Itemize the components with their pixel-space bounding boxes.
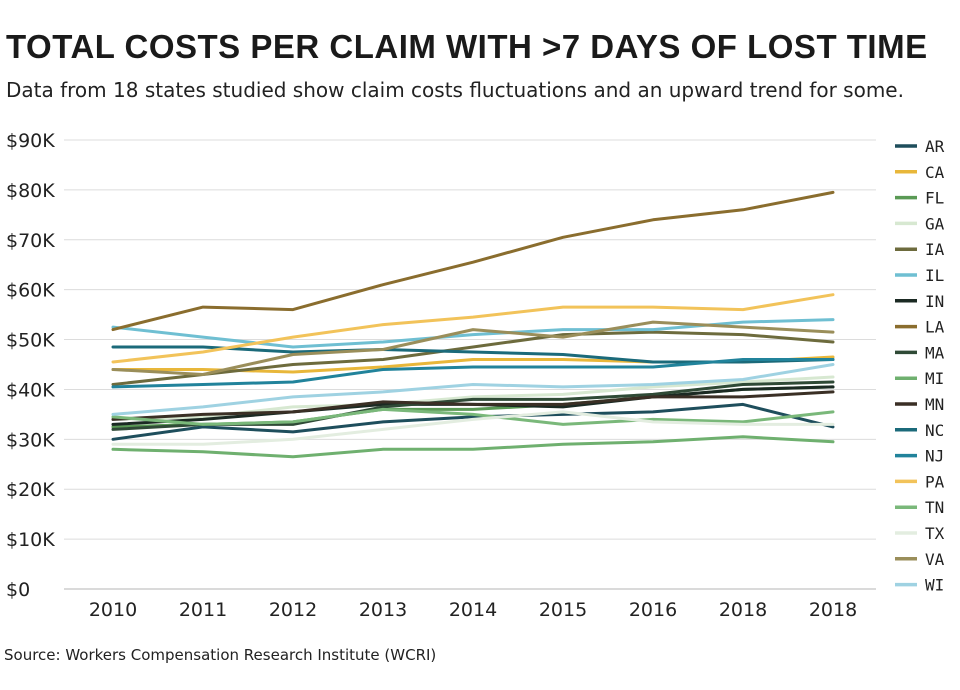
legend-item-wi: WI bbox=[895, 576, 944, 595]
grid-lines bbox=[64, 139, 876, 590]
x-tick-label: 2015 bbox=[539, 599, 587, 621]
series-line-mi bbox=[111, 435, 835, 459]
series-line-mn bbox=[111, 390, 835, 421]
legend-item-mn: MN bbox=[895, 395, 944, 414]
y-tick-label: $90K bbox=[6, 130, 55, 152]
legend-label: IA bbox=[925, 240, 945, 259]
series-line-ar bbox=[111, 402, 835, 441]
series-line-wi bbox=[111, 363, 835, 416]
series-line-la bbox=[111, 190, 835, 332]
x-tick-label: 2013 bbox=[359, 599, 407, 621]
y-tick-label: $50K bbox=[6, 330, 55, 352]
legend-item-mi: MI bbox=[895, 369, 944, 388]
chart-title: TOTAL COSTS PER CLAIM WITH >7 DAYS OF LO… bbox=[6, 28, 928, 65]
legend-item-pa: PA bbox=[895, 472, 945, 491]
x-tick-label: 2011 bbox=[179, 599, 227, 621]
legend-item-ar: AR bbox=[895, 137, 945, 156]
x-tick-label: 2010 bbox=[89, 599, 137, 621]
legend-label: NC bbox=[925, 421, 944, 440]
legend-label: IN bbox=[925, 292, 944, 311]
y-tick-label: $70K bbox=[6, 230, 55, 252]
series-line-tn bbox=[111, 407, 835, 426]
y-tick-label: $30K bbox=[6, 429, 55, 451]
legend-item-ia: IA bbox=[895, 240, 945, 259]
legend-label: GA bbox=[925, 214, 945, 233]
legend-label: WI bbox=[925, 576, 944, 595]
legend-label: PA bbox=[925, 472, 945, 491]
legend-item-in: IN bbox=[895, 292, 944, 311]
y-tick-label: $10K bbox=[6, 529, 55, 551]
legend-label: IL bbox=[925, 266, 944, 285]
legend-label: TX bbox=[925, 524, 945, 543]
x-tick-label: 2018 bbox=[719, 599, 767, 621]
y-tick-label: $20K bbox=[6, 479, 55, 501]
legend-label: AR bbox=[925, 137, 945, 156]
source-note: Source: Workers Compensation Research In… bbox=[4, 646, 437, 664]
legend: AR CA FL GA IA IL IN LA MA MI MN NC NJ PA TN TX VA WI bbox=[895, 137, 945, 595]
y-tick-label: $0 bbox=[6, 579, 30, 601]
legend-label: NJ bbox=[925, 447, 944, 466]
legend-item-nj: NJ bbox=[895, 447, 944, 466]
legend-label: VA bbox=[925, 550, 945, 569]
legend-label: CA bbox=[925, 163, 945, 182]
legend-label: FL bbox=[925, 189, 944, 208]
legend-item-tn: TN bbox=[895, 498, 944, 517]
series-line-ia bbox=[111, 330, 835, 386]
x-tick-label: 2012 bbox=[269, 599, 317, 621]
series-lines bbox=[111, 190, 835, 459]
legend-label: MN bbox=[925, 395, 944, 414]
legend-item-tx: TX bbox=[895, 524, 945, 543]
legend-item-la: LA bbox=[895, 318, 945, 337]
legend-item-nc: NC bbox=[895, 421, 944, 440]
legend-item-ma: MA bbox=[895, 343, 945, 362]
legend-item-va: VA bbox=[895, 550, 945, 569]
legend-label: MI bbox=[925, 369, 944, 388]
x-axis-tick-labels: 2010 2011 2012 2013 2014 2015 2016 2018 2018 bbox=[89, 599, 857, 621]
legend-label: MA bbox=[925, 343, 945, 362]
legend-item-ga: GA bbox=[895, 214, 945, 233]
y-axis-tick-labels: $0 $10K $20K $30K $40K $50K $60K $70K $80K $90K bbox=[6, 130, 55, 601]
x-tick-label: 2014 bbox=[449, 599, 497, 621]
legend-label: TN bbox=[925, 498, 944, 517]
x-tick-label: 2018 bbox=[809, 599, 857, 621]
y-tick-label: $80K bbox=[6, 180, 55, 202]
legend-item-ca: CA bbox=[895, 163, 945, 182]
legend-item-fl: FL bbox=[895, 189, 944, 208]
series-line-nj bbox=[111, 358, 835, 389]
series-line-tx bbox=[111, 410, 835, 446]
legend-label: LA bbox=[925, 318, 945, 337]
y-tick-label: $60K bbox=[6, 280, 55, 302]
x-tick-label: 2016 bbox=[629, 599, 677, 621]
chart-subtitle: Data from 18 states studied show claim c… bbox=[6, 78, 904, 102]
legend-item-il: IL bbox=[895, 266, 944, 285]
series-line-va bbox=[111, 320, 835, 376]
y-tick-label: $40K bbox=[6, 379, 55, 401]
series-line-pa bbox=[111, 293, 835, 364]
